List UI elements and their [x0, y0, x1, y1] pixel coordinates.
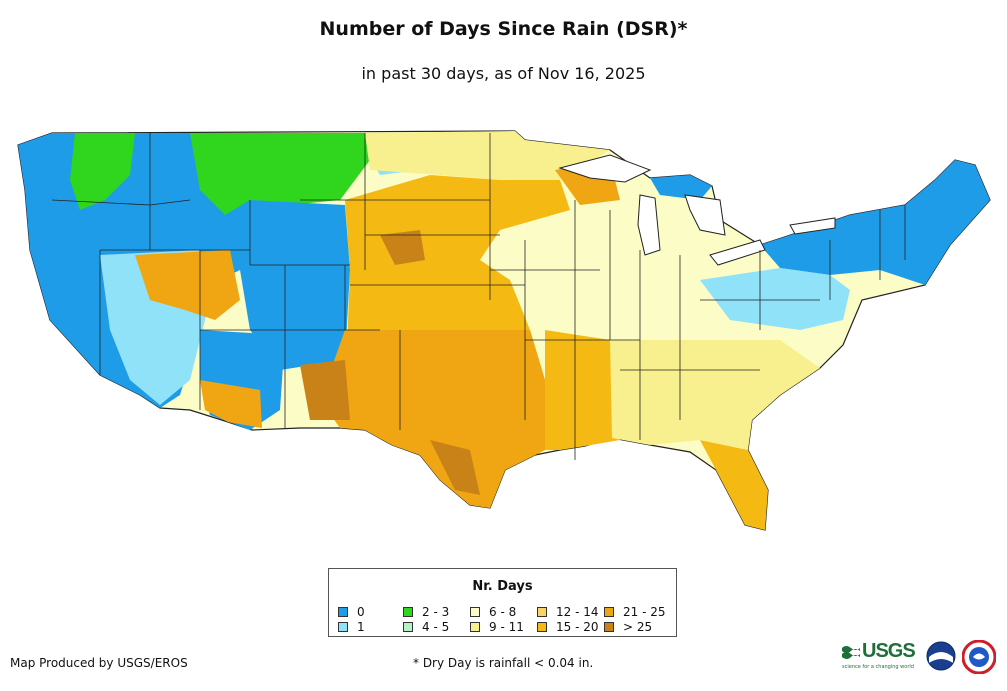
legend-swatch [537, 607, 547, 617]
region-plains-light [365, 131, 610, 180]
map-subtitle: in past 30 days, as of Nov 16, 2025 [361, 64, 646, 83]
map-credit: Map Produced by USGS/EROS [10, 656, 188, 670]
conus-map [17, 130, 991, 531]
legend-item-6: 12 - 14 [537, 605, 599, 619]
legend-label: 15 - 20 [556, 620, 599, 634]
map-legend: Nr. Days 0 1 2 - 3 4 - 5 6 - 8 9 - 11 12… [328, 568, 677, 637]
legend-item-4: 6 - 8 [470, 605, 516, 619]
legend-swatch [537, 622, 547, 632]
legend-swatch [403, 622, 413, 632]
state-borders [51, 133, 906, 460]
region-fl-orange [700, 440, 768, 530]
legend-item-2: 2 - 3 [403, 605, 449, 619]
region-ne-blue [760, 160, 990, 285]
usgs-logo-text: USGS [862, 640, 916, 662]
legend-swatch [604, 622, 614, 632]
region-dark-patch-3 [300, 360, 350, 420]
legend-label: 12 - 14 [556, 605, 599, 619]
noaa-logo-icon [926, 641, 956, 671]
usgs-tagline: science for a changing world [842, 664, 914, 670]
legend-label: 0 [357, 605, 365, 619]
legend-swatch [403, 607, 413, 617]
legend-label: 21 - 25 [623, 605, 666, 619]
legend-item-7: 15 - 20 [537, 620, 599, 634]
region-co-blue [240, 200, 350, 370]
legend-title: Nr. Days [472, 579, 533, 594]
region-ne-cyan [700, 268, 850, 330]
region-se-yellow [610, 340, 820, 450]
usgs-logo: USGS science for a changing world [842, 640, 918, 670]
legend-swatch [338, 607, 348, 617]
region-se-orange [545, 330, 620, 450]
region-dark-patch-2 [430, 440, 480, 495]
nws-logo-icon [962, 640, 996, 674]
region-wa-green [70, 133, 135, 210]
legend-item-1: 1 [338, 620, 365, 634]
legend-label: 6 - 8 [489, 605, 517, 619]
legend-label: 4 - 5 [422, 620, 450, 634]
legend-swatch [470, 622, 480, 632]
lake-erie [709, 239, 766, 266]
dry-day-note: * Dry Day is rainfall < 0.04 in. [413, 656, 594, 670]
region-tx-darkorange [320, 330, 545, 508]
legend-label: > 25 [623, 620, 653, 634]
legend-item-3: 4 - 5 [403, 620, 449, 634]
region-north-green [190, 133, 370, 215]
lake-michigan [637, 194, 661, 256]
map-title: Number of Days Since Rain (DSR)* [319, 18, 688, 40]
legend-item-0: 0 [338, 605, 365, 619]
legend-item-5: 9 - 11 [470, 620, 524, 634]
usgs-wave-icon [842, 646, 860, 659]
lake-superior [558, 154, 652, 183]
lake-huron [684, 194, 726, 236]
legend-label: 2 - 3 [422, 605, 450, 619]
lake-ontario [789, 217, 836, 235]
region-dark-patch-1 [380, 230, 425, 265]
legend-label: 1 [357, 620, 365, 634]
legend-item-8: 21 - 25 [604, 605, 666, 619]
legend-item-9: > 25 [604, 620, 652, 634]
region-ut-orange [135, 250, 240, 320]
legend-label: 9 - 11 [489, 620, 524, 634]
region-sw-orange [200, 380, 262, 428]
region-mi-blue [650, 175, 712, 200]
legend-swatch [470, 607, 480, 617]
legend-swatch [604, 607, 614, 617]
legend-swatch [338, 622, 348, 632]
